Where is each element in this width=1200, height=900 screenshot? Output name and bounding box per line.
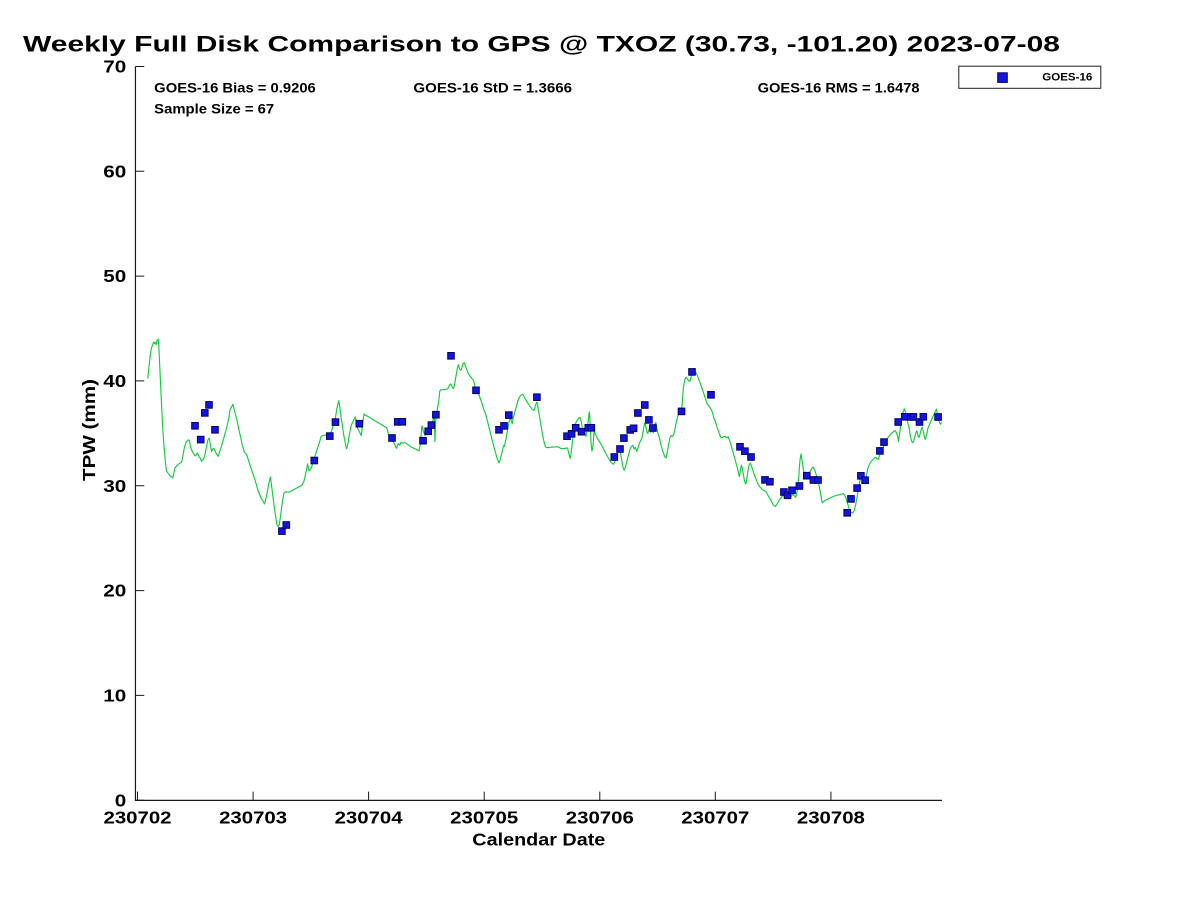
svg-text:50: 50 [103,266,126,286]
svg-text:20: 20 [103,581,126,601]
svg-text:230707: 230707 [681,808,749,828]
svg-text:GOES-16 RMS = 1.6478: GOES-16 RMS = 1.6478 [758,81,921,96]
svg-text:60: 60 [103,161,126,181]
svg-text:GOES-16: GOES-16 [1042,72,1092,84]
svg-text:Sample Size = 67: Sample Size = 67 [154,101,274,116]
svg-text:30: 30 [103,476,126,496]
svg-text:GOES-16 Bias = 0.9206: GOES-16 Bias = 0.9206 [154,81,316,96]
svg-text:40: 40 [103,371,126,391]
svg-text:Calendar Date: Calendar Date [472,830,605,850]
svg-text:70: 70 [103,57,126,77]
svg-text:230708: 230708 [797,808,866,828]
svg-text:10: 10 [103,686,126,706]
svg-text:230706: 230706 [566,808,634,828]
svg-text:GOES-16 StD = 1.3666: GOES-16 StD = 1.3666 [413,81,572,96]
svg-text:0: 0 [115,790,127,810]
svg-text:230703: 230703 [219,808,287,828]
svg-text:230704: 230704 [335,808,404,828]
svg-text:230702: 230702 [104,808,172,828]
svg-text:Weekly Full Disk Comparison to: Weekly Full Disk Comparison to GPS @ TXO… [23,32,1060,57]
svg-text:230705: 230705 [450,808,519,828]
svg-text:TPW (mm): TPW (mm) [79,379,99,481]
